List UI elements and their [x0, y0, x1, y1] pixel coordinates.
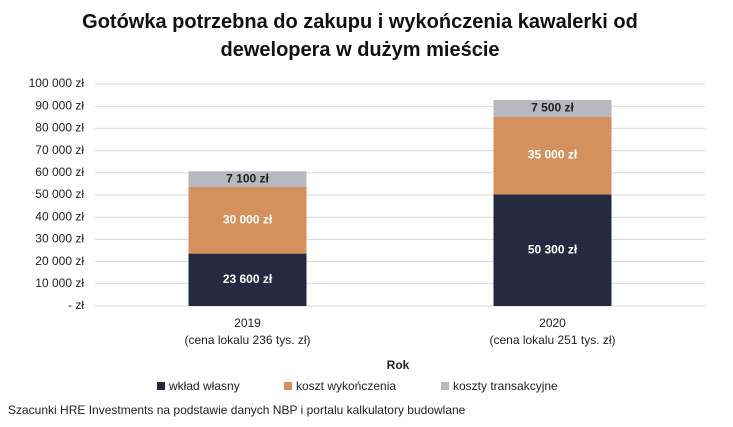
- legend-swatch: [157, 382, 165, 390]
- x-tick-label: 2019: [234, 316, 261, 330]
- bar-label: 35 000 zł: [528, 148, 578, 162]
- y-tick-label: 100 000 zł: [29, 76, 85, 90]
- y-tick-label: 70 000 zł: [35, 143, 84, 157]
- legend-label: koszty transakcyjne: [453, 379, 558, 393]
- x-tick-sublabel: (cena lokalu 236 tys. zł): [184, 333, 310, 347]
- y-tick-label: 50 000 zł: [35, 187, 84, 201]
- x-tick-label: 2020: [539, 316, 566, 330]
- bar-label: 30 000 zł: [223, 212, 273, 226]
- bar-segment: [493, 99, 612, 117]
- legend-swatch: [284, 382, 292, 390]
- x-axis-label: Rok: [387, 358, 410, 372]
- bar-label: 7 100 zł: [226, 171, 269, 185]
- bar-segment: [493, 194, 612, 306]
- y-tick-label: 40 000 zł: [35, 209, 84, 223]
- x-tick-sublabel: (cena lokalu 251 tys. zł): [489, 333, 615, 347]
- bar-segment: [188, 187, 307, 254]
- y-tick-label: 30 000 zł: [35, 232, 84, 246]
- y-tick-label: - zł: [68, 298, 84, 312]
- bar-label: 50 300 zł: [528, 242, 578, 256]
- y-tick-label: 60 000 zł: [35, 165, 84, 179]
- legend-label: koszt wykończenia: [296, 379, 396, 393]
- y-tick-label: 80 000 zł: [35, 121, 84, 135]
- y-tick-label: 90 000 zł: [35, 98, 84, 112]
- bar-label: 23 600 zł: [223, 272, 273, 286]
- legend-label: wkład własny: [168, 379, 240, 393]
- source: Szacunki HRE Investments na podstawie da…: [8, 403, 466, 417]
- bar-segment: [188, 171, 307, 188]
- bar-label: 7 500 zł: [531, 100, 574, 114]
- y-tick-label: 10 000 zł: [35, 276, 84, 290]
- bar-segment: [493, 116, 612, 195]
- bar-segment: [188, 253, 307, 306]
- y-tick-label: 20 000 zł: [35, 254, 84, 268]
- legend-swatch: [441, 382, 449, 390]
- chart-title: Gotówka potrzebna do zakupu i wykończeni…: [82, 11, 638, 61]
